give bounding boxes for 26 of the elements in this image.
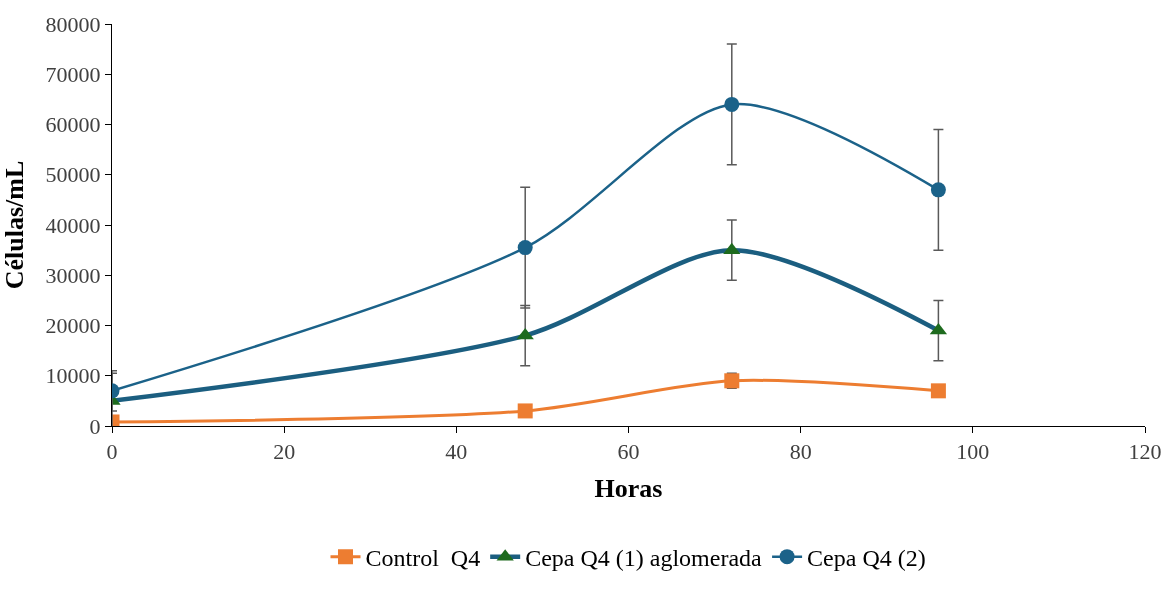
legend-label: Cepa Q4 (2) — [807, 545, 926, 571]
x-tick-label: 120 — [1128, 439, 1162, 465]
point — [517, 240, 533, 256]
x-tick-label: 40 — [445, 439, 468, 465]
y-axis-title: Células/mL — [0, 160, 29, 290]
x-axis-title: Horas — [594, 474, 663, 504]
y-tick-label: 40000 — [45, 212, 101, 238]
y-tick-label: 70000 — [45, 61, 101, 87]
point — [724, 96, 740, 112]
point — [517, 403, 533, 419]
x-tick-label: 20 — [273, 439, 296, 465]
point — [930, 383, 946, 399]
x-tick-label: 80 — [789, 439, 812, 465]
legend-label: Cepa Q4 (1) aglomerada — [525, 545, 763, 571]
x-tick-label: 100 — [956, 439, 990, 465]
legend-label: Control Q4 — [365, 545, 481, 571]
x-tick-label: 60 — [617, 439, 640, 465]
y-tick-label: 30000 — [45, 262, 101, 288]
y-tick-label: 20000 — [45, 313, 101, 339]
x-tick-label: 0 — [106, 439, 118, 465]
y-tick-label: 50000 — [45, 162, 101, 188]
y-tick-label: 0 — [89, 413, 101, 439]
y-tick-label: 80000 — [45, 11, 101, 37]
y-tick-label: 10000 — [45, 363, 101, 389]
y-tick-label: 60000 — [45, 112, 101, 138]
point — [930, 182, 946, 198]
